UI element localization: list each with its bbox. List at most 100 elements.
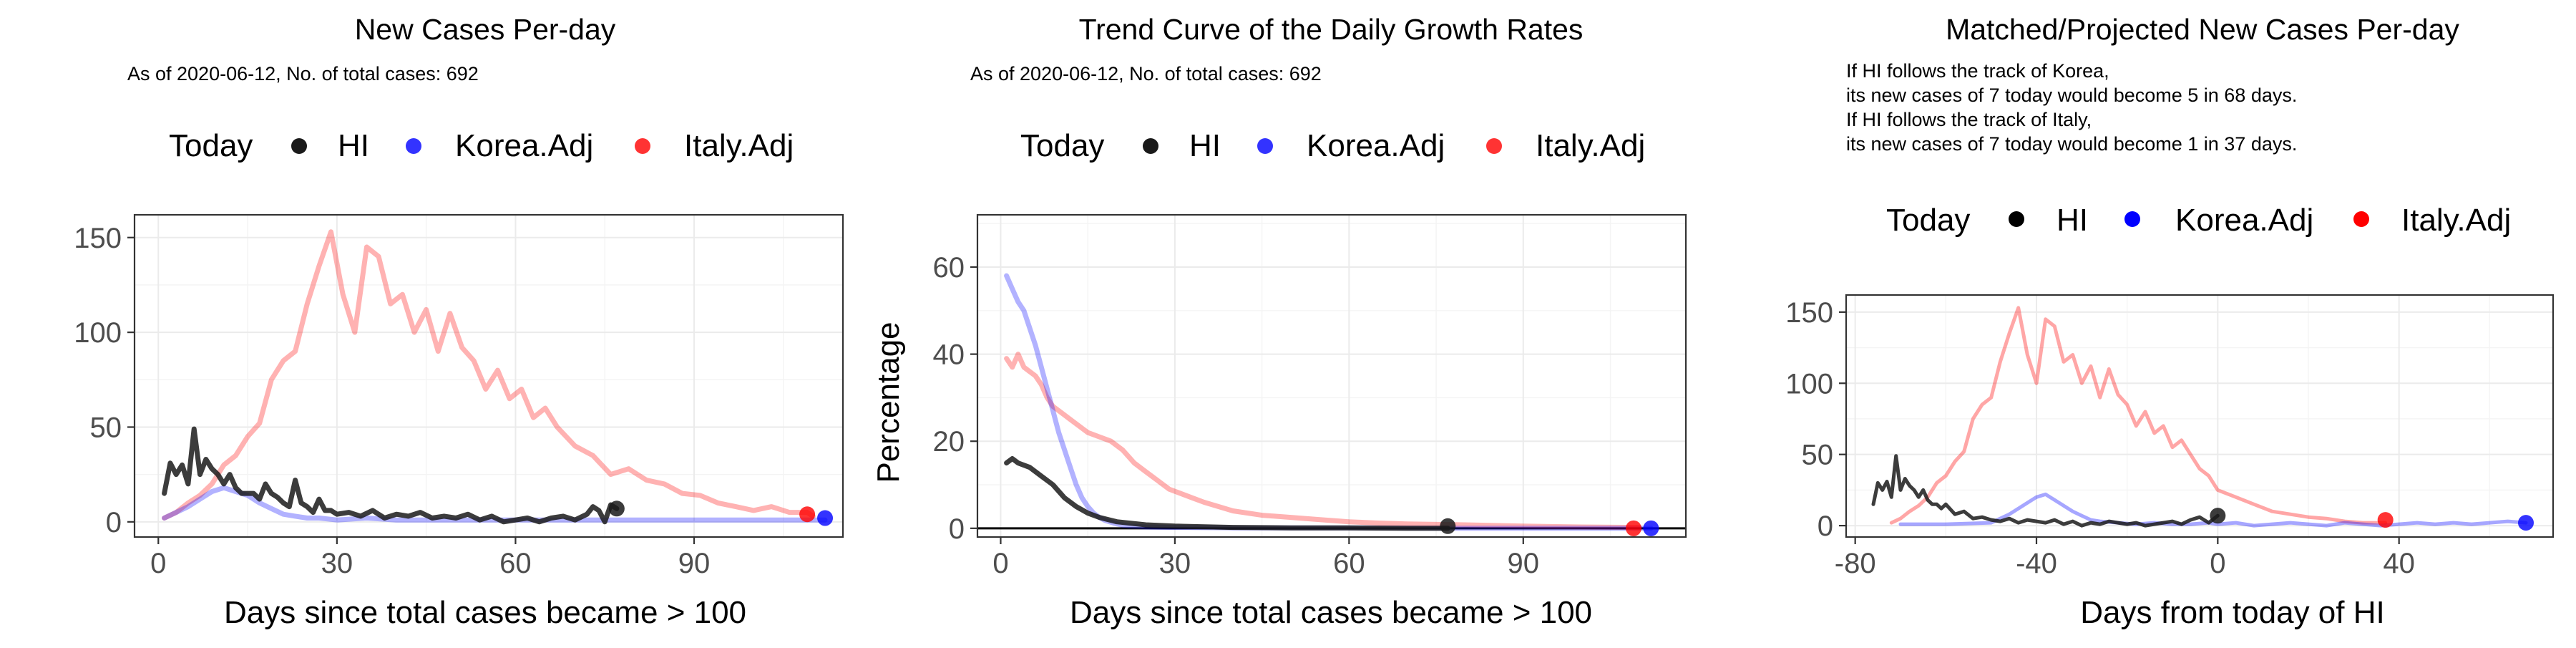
legend-key-hi xyxy=(1143,138,1158,154)
today-point-hi xyxy=(2210,508,2226,524)
y-tick-label: 100 xyxy=(74,317,122,349)
x-tick-label: 0 xyxy=(150,548,166,579)
y-tick-label: 150 xyxy=(1785,297,1833,329)
x-axis-label: Days since total cases became > 100 xyxy=(224,595,746,630)
legend-key-korea xyxy=(406,138,421,154)
x-axis-label: Days from today of HI xyxy=(2080,595,2384,630)
y-tick-label: 40 xyxy=(933,339,965,371)
y-tick-label: 50 xyxy=(90,412,122,443)
legend-label-italy: Italy.Adj xyxy=(2401,203,2511,238)
series-line-hi xyxy=(1004,456,1450,531)
x-axis-label: Days since total cases became > 100 xyxy=(1070,595,1592,630)
note-line: If HI follows the track of Korea, xyxy=(1846,60,2109,82)
chart-matched-projected: Matched/Projected New Cases Per-day If H… xyxy=(1785,13,2555,630)
x-tick-label: 0 xyxy=(992,548,1008,579)
note-line: its new cases of 7 today would become 5 … xyxy=(1846,84,2297,106)
projection-notes: If HI follows the track of Korea, its ne… xyxy=(1846,60,2297,155)
series-line-italy-adj xyxy=(1004,352,1642,531)
y-tick-label: 60 xyxy=(933,252,965,284)
today-point-italy-adj xyxy=(799,506,816,523)
series-line-korea-adj xyxy=(1898,492,2528,528)
legend-label-korea: Korea.Adj xyxy=(1307,128,1445,163)
grid xyxy=(977,215,1686,537)
plot-frame xyxy=(976,213,1687,538)
x-axis-ticks: 0 30 60 90 xyxy=(150,537,710,579)
chart-title: Matched/Projected New Cases Per-day xyxy=(1946,13,2459,46)
chart-title: New Cases Per-day xyxy=(355,13,616,46)
today-point-italy-adj xyxy=(1625,520,1641,536)
y-axis-label: Percentage xyxy=(871,321,906,483)
legend-title: Today xyxy=(1886,203,1970,238)
series-lines xyxy=(162,229,828,525)
y-axis-ticks: 0 50 100 150 xyxy=(74,223,135,538)
legend-label-korea: Korea.Adj xyxy=(2175,203,2313,238)
legend: Today HI Korea.Adj Italy.Adj xyxy=(1886,203,2511,238)
y-tick-label: 150 xyxy=(74,223,122,254)
x-tick-label: 90 xyxy=(678,548,711,579)
chart-growth-rate-trend: Trend Curve of the Daily Growth Rates As… xyxy=(871,13,1687,630)
series-line-italy-adj xyxy=(1889,306,2388,525)
note-line: If HI follows the track of Italy, xyxy=(1846,109,2092,130)
today-point-korea-adj xyxy=(2518,515,2534,531)
chart-title: Trend Curve of the Daily Growth Rates xyxy=(1079,13,1584,46)
legend-label-hi: HI xyxy=(338,128,369,163)
y-tick-label: 0 xyxy=(1818,511,1833,542)
series-line-korea-adj xyxy=(162,485,828,523)
x-tick-label: -80 xyxy=(1835,548,1876,579)
legend-key-hi xyxy=(291,138,307,154)
today-point-hi xyxy=(1440,518,1456,534)
legend-label-hi: HI xyxy=(2057,203,2088,238)
legend: Today HI Korea.Adj Italy.Adj xyxy=(1020,128,1645,163)
legend-title: Today xyxy=(1020,128,1104,163)
legend: Today HI Korea.Adj Italy.Adj xyxy=(169,128,794,163)
legend-label-korea: Korea.Adj xyxy=(455,128,593,163)
y-tick-label: 0 xyxy=(106,507,122,538)
plot-frame xyxy=(1845,294,2555,538)
x-tick-label: 0 xyxy=(2210,548,2225,579)
today-markers xyxy=(1440,518,1659,536)
legend-label-italy: Italy.Adj xyxy=(684,128,794,163)
plot-frame xyxy=(133,213,844,538)
legend-key-italy xyxy=(2353,211,2369,227)
series-line-korea-adj xyxy=(1004,273,1654,531)
today-markers xyxy=(2210,508,2534,531)
x-tick-label: -40 xyxy=(2016,548,2057,579)
series-lines xyxy=(1871,306,2528,528)
x-tick-label: 60 xyxy=(1333,548,1365,579)
series-line-hi xyxy=(1871,454,2220,528)
x-tick-label: 60 xyxy=(499,548,532,579)
today-point-korea-adj xyxy=(817,510,834,526)
grid xyxy=(135,215,843,537)
legend-key-hi xyxy=(2009,211,2024,227)
x-axis-ticks: -80 -40 0 40 xyxy=(1835,537,2415,579)
series-line-hi xyxy=(162,426,620,525)
today-markers xyxy=(608,500,834,526)
x-tick-label: 30 xyxy=(321,548,353,579)
y-tick-label: 100 xyxy=(1785,368,1833,400)
y-axis-ticks: 0 20 40 60 xyxy=(933,252,977,545)
series-line-italy-adj xyxy=(162,229,816,521)
y-tick-label: 20 xyxy=(933,426,965,458)
legend-label-italy: Italy.Adj xyxy=(1536,128,1645,163)
note-line: its new cases of 7 today would become 1 … xyxy=(1846,133,2297,155)
x-axis-ticks: 0 30 60 90 xyxy=(992,537,1539,579)
legend-title: Today xyxy=(169,128,253,163)
y-axis-ticks: 0 50 100 150 xyxy=(1785,297,1846,542)
y-tick-label: 50 xyxy=(1802,440,1834,471)
legend-key-italy xyxy=(635,138,650,154)
chart-new-cases-per-day: New Cases Per-day As of 2020-06-12, No. … xyxy=(74,13,844,630)
today-point-korea-adj xyxy=(1643,520,1659,536)
legend-key-italy xyxy=(1486,138,1502,154)
legend-key-korea xyxy=(1257,138,1273,154)
y-tick-label: 0 xyxy=(949,513,965,545)
today-point-hi xyxy=(608,500,625,517)
x-tick-label: 90 xyxy=(1508,548,1540,579)
today-point-italy-adj xyxy=(2377,512,2394,528)
legend-label-hi: HI xyxy=(1189,128,1221,163)
legend-key-korea xyxy=(2124,211,2140,227)
grid xyxy=(1846,295,2553,537)
x-tick-label: 30 xyxy=(1159,548,1191,579)
series-lines xyxy=(1004,273,1654,531)
